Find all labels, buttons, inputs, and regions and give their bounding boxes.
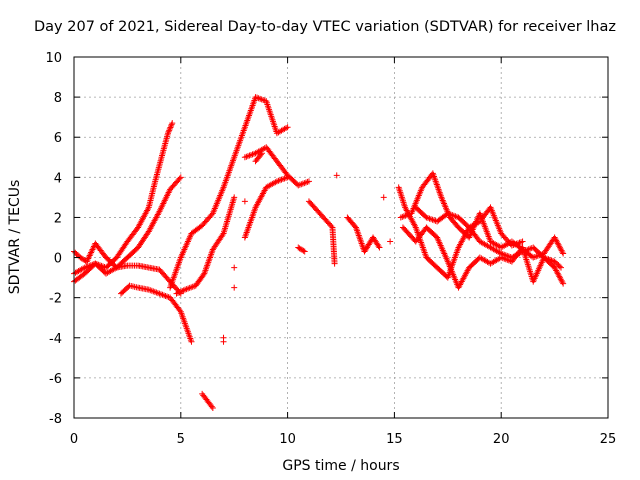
y-tick-label: -8 (49, 412, 62, 427)
data-point-dense (168, 123, 175, 130)
data-point-dense (328, 223, 335, 230)
x-tick-label: 25 (600, 432, 617, 447)
x-axis-label: GPS time / hours (282, 458, 399, 474)
data-point (188, 338, 195, 345)
data-point (558, 264, 565, 271)
data-point-dense (375, 243, 382, 250)
data-point (284, 174, 291, 181)
series-track-d (117, 150, 265, 411)
data-point (376, 244, 383, 251)
data-points-layer (71, 94, 567, 411)
x-tick-label: 15 (386, 432, 403, 447)
data-point-dense (168, 121, 175, 128)
series-track-g (220, 174, 291, 345)
data-point-dense (177, 288, 184, 295)
data-point (380, 194, 387, 201)
data-point (331, 260, 338, 267)
data-point-dense (556, 263, 563, 270)
series-track-b (71, 174, 184, 285)
data-point (177, 174, 184, 181)
data-point (284, 124, 291, 131)
data-point-dense (559, 279, 566, 286)
data-point (231, 264, 238, 271)
data-point (560, 280, 567, 287)
y-tick-label: -2 (49, 292, 62, 307)
grid-layer (74, 57, 608, 418)
data-point-dense (112, 263, 119, 270)
ticks-layer: 0 5 10 15 20 25 -8 -6 -4 -2 0 2 4 6 8 10 (45, 51, 616, 447)
data-point-dense (176, 307, 183, 314)
data-point-dense (208, 403, 215, 410)
series-track-k (397, 170, 567, 261)
x-tick-label: 0 (70, 432, 78, 447)
series-track-i (344, 194, 394, 255)
data-point-dense (176, 175, 183, 182)
data-point (241, 198, 248, 205)
chart-title: Day 207 of 2021, Sidereal Day-to-day VTE… (34, 19, 616, 35)
data-point-dense (559, 249, 566, 256)
data-point-dense (174, 289, 181, 296)
data-point-dense (166, 125, 173, 132)
data-point (209, 404, 216, 411)
data-point-dense (167, 124, 174, 131)
series-track-a (71, 120, 176, 277)
data-point (231, 284, 238, 291)
plot-frame (73, 56, 609, 419)
data-point (220, 338, 227, 345)
data-point (560, 250, 567, 257)
y-tick-label: 0 (54, 252, 62, 267)
y-tick-label: -6 (49, 372, 62, 387)
data-point-dense (166, 127, 173, 134)
series-track-h (295, 172, 340, 267)
x-tick-label: 10 (279, 432, 296, 447)
data-point (333, 172, 340, 179)
y-tick-label: 2 (54, 211, 62, 226)
data-point (173, 290, 180, 297)
data-point (305, 178, 312, 185)
data-point-dense (219, 231, 226, 238)
data-point-dense (176, 289, 183, 296)
data-point-dense (257, 151, 264, 158)
y-tick-label: 6 (54, 131, 62, 146)
data-point (301, 248, 308, 255)
data-point-dense (144, 229, 151, 236)
series-track-e (167, 94, 291, 291)
y-axis-label: SDTVAR / TECUs (7, 180, 23, 295)
series-track-l (399, 224, 567, 291)
data-point (519, 238, 526, 245)
data-point-dense (300, 247, 307, 254)
data-point (169, 120, 176, 127)
x-tick-label: 20 (493, 432, 510, 447)
x-tick-label: 5 (177, 432, 185, 447)
y-tick-label: 8 (54, 91, 62, 106)
data-point-dense (180, 287, 187, 294)
data-point-dense (179, 287, 186, 294)
data-point (164, 130, 171, 137)
data-point-dense (165, 128, 172, 135)
series-track-f (173, 144, 312, 297)
data-point (231, 194, 238, 201)
data-point (387, 238, 394, 245)
y-tick-label: 10 (45, 51, 62, 66)
y-tick-label: -4 (49, 332, 62, 347)
series-track-m (412, 204, 526, 249)
y-tick-label: 4 (54, 171, 62, 186)
